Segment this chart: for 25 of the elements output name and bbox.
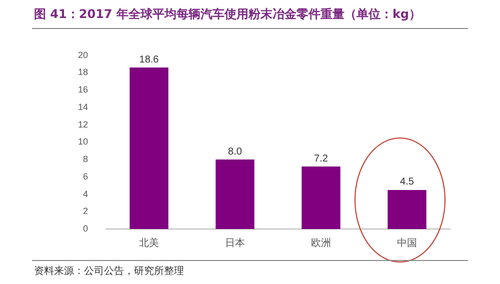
- chart-title: 图 41：2017 年全球平均每辆汽车使用粉末冶金零件重量（单位：kg）: [34, 6, 422, 23]
- text: 资料来源：公司公告，研究所整理: [34, 264, 184, 278]
- y-tick-label: 16: [78, 84, 88, 95]
- x-tick-label: 欧洲: [311, 236, 332, 249]
- y-tick-label: 4: [82, 188, 88, 199]
- bar: [302, 166, 340, 229]
- y-tick-label: 8: [82, 154, 88, 164]
- y-tick-label: 12: [78, 119, 88, 130]
- y-tick-label: 2: [82, 206, 88, 216]
- bar: [388, 190, 426, 229]
- y-tick-label: 20: [78, 50, 88, 60]
- x-tick-label: 北美: [139, 236, 160, 249]
- y-tick-label: 14: [78, 102, 88, 112]
- y-tick-label: 6: [82, 171, 88, 182]
- data-label: 7.2: [314, 153, 328, 164]
- bar: [130, 68, 168, 229]
- data-label: 18.6: [139, 54, 160, 66]
- y-tick-label: 18: [78, 67, 88, 78]
- x-tick-label: 中国: [397, 236, 417, 249]
- data-label: 8.0: [228, 146, 242, 158]
- y-tick-label: 0: [82, 223, 88, 234]
- data-label: 4.5: [400, 176, 414, 188]
- y-tick-label: 10: [78, 136, 88, 147]
- bar: [216, 160, 254, 229]
- x-tick-label: 日本: [225, 236, 246, 249]
